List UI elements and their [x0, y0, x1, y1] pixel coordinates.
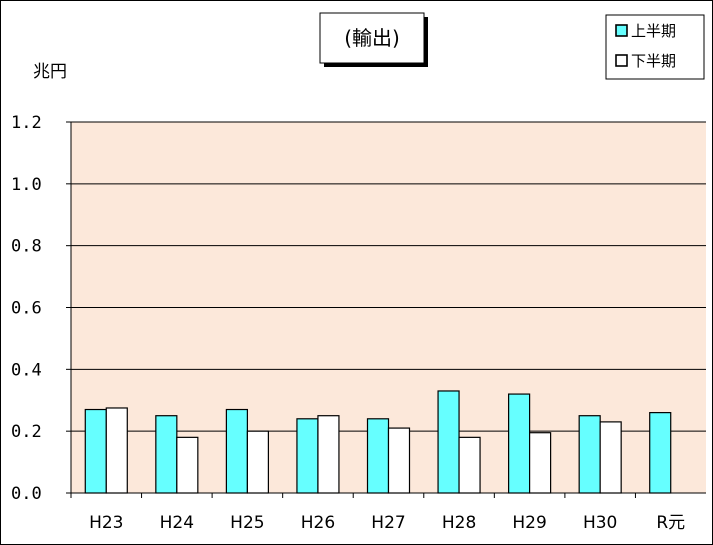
x-tick-label: H27 [371, 513, 405, 533]
x-tick-label: H29 [512, 513, 546, 533]
bar-second-half-H26 [317, 415, 340, 494]
y-tick-label: 0.8 [11, 237, 42, 257]
legend-label: 下半期 [631, 52, 676, 70]
x-tick-label: H26 [301, 513, 335, 533]
bar-second-half-H27 [387, 427, 411, 494]
bar-second-half-H29 [529, 432, 552, 494]
bar-first-half-H30 [578, 415, 601, 494]
y-tick-label: 0.6 [11, 299, 42, 319]
x-tick-labels: H23 H24 H25 H26 H27 H28 H29 H30 R元 [70, 493, 685, 533]
x-tick-label: R元 [656, 513, 685, 533]
y-tick-label: 1.0 [11, 175, 42, 195]
bar-first-half-R元 [649, 412, 672, 494]
y-tick-label: 1.2 [11, 113, 42, 133]
x-tick-label: H24 [160, 513, 194, 533]
x-tick-label: H30 [583, 513, 617, 533]
x-tick-label: H28 [442, 513, 476, 533]
bar-first-half-H25 [225, 408, 248, 494]
bar-second-half-H23 [105, 407, 128, 494]
bar-first-half-H28 [437, 390, 460, 494]
legend-swatch [615, 24, 628, 37]
chart-title: (輸出) [344, 26, 400, 50]
y-tick-label: 0.4 [11, 360, 42, 380]
y-tick-label: 0.2 [11, 422, 42, 442]
bar-second-half-H28 [458, 436, 481, 494]
bar-first-half-H27 [366, 418, 390, 494]
bar-first-half-H24 [155, 415, 178, 494]
bar-first-half-H23 [84, 408, 107, 494]
bars [84, 390, 672, 494]
y-tick-labels: 0.0 0.2 0.4 0.6 0.8 1.0 1.2 [11, 113, 71, 504]
bar-first-half-H29 [508, 393, 531, 494]
y-tick-label: 0.0 [11, 484, 42, 504]
legend-swatch [615, 54, 628, 67]
bar-second-half-H30 [599, 421, 622, 494]
y-axis-unit-label: 兆円 [33, 62, 67, 82]
bar-second-half-H25 [246, 430, 269, 494]
bar-second-half-H24 [176, 436, 199, 494]
x-tick-label: H23 [89, 513, 123, 533]
x-tick-label: H25 [230, 513, 264, 533]
legend-label: 上半期 [631, 22, 676, 40]
chart-title-box: (輸出) [319, 12, 428, 67]
bar-first-half-H26 [296, 418, 319, 494]
